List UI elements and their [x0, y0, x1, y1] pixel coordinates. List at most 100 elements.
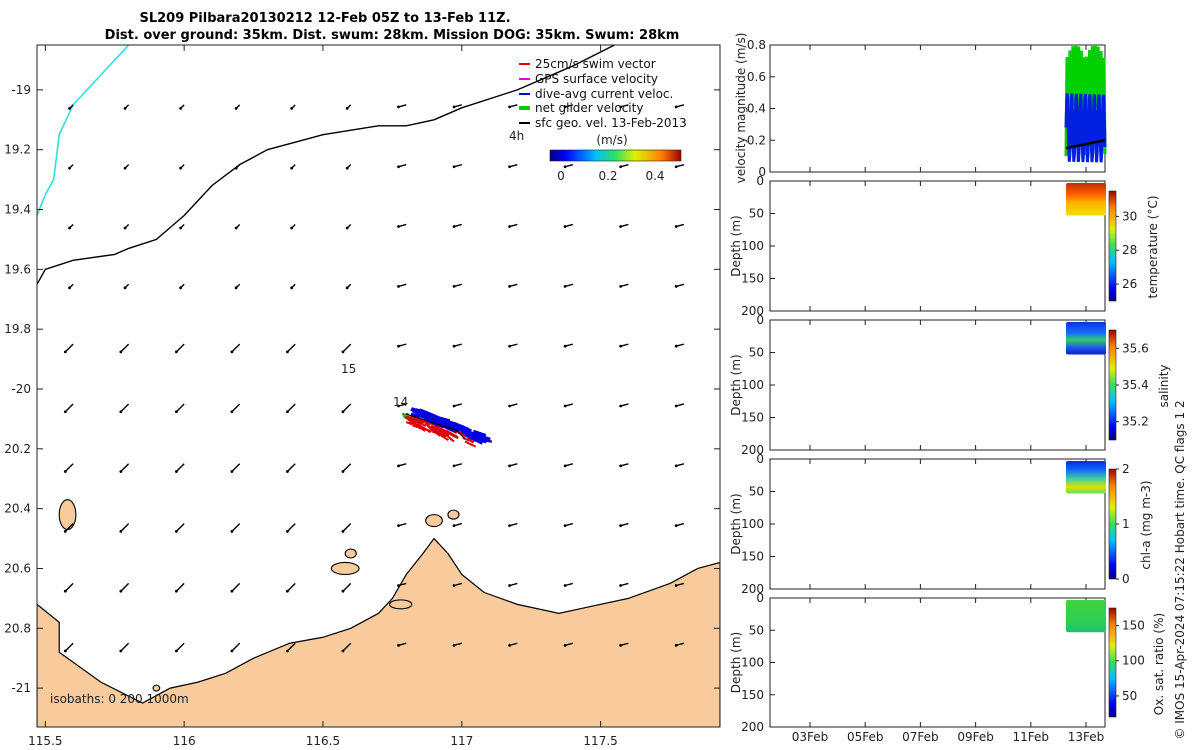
geo-velocity-arrowhead — [119, 589, 123, 593]
salinity-panel — [769, 319, 1106, 451]
velocity-ylabel: velocity magnitude (m/s) — [734, 33, 748, 184]
glider-track — [405, 413, 466, 440]
map-ytick-label: 19.8 — [4, 322, 31, 336]
island — [330, 561, 360, 575]
geo-velocity-arrowhead — [508, 284, 511, 288]
geo-velocity-arrowhead — [452, 165, 456, 169]
geo-velocity-arrowhead — [341, 350, 345, 354]
geo-velocity-arrowhead — [674, 344, 678, 348]
depth-tick-label: 0 — [756, 174, 764, 188]
speed-colorbar-tick-04: 0.4 — [645, 169, 664, 183]
map-xtick-label: 117.5 — [583, 734, 617, 748]
temperature-colorbar-label: temperature (°C) — [1146, 196, 1160, 299]
chla-colorbar-tick: 2 — [1122, 462, 1130, 476]
velocity-ytick-label: 0.8 — [747, 38, 766, 52]
depth-tick-label: 200 — [741, 720, 764, 734]
geo-velocity-arrowhead — [234, 226, 238, 230]
geo-velocity-arrow — [175, 463, 185, 473]
geo-velocity-arrowhead — [286, 589, 289, 593]
geo-velocity-arrowhead — [397, 464, 400, 468]
map-ytick-label: -20 — [11, 382, 31, 396]
island — [447, 509, 460, 520]
geo-velocity-arrowhead — [397, 643, 400, 647]
geo-velocity-arrowhead — [345, 166, 349, 170]
velocity-ytick-label: 0.2 — [747, 133, 766, 147]
geo-velocity-arrowhead — [674, 284, 678, 288]
depth-tick-label: 100 — [741, 517, 764, 531]
time-tick-label: 11Feb — [1013, 730, 1050, 744]
depth-tick-label: 150 — [741, 688, 764, 702]
map-ytick-label: 20.8 — [4, 621, 31, 635]
geo-velocity-arrowhead — [674, 105, 678, 109]
geo-velocity-arrow — [342, 403, 352, 413]
geo-velocity-arrow — [342, 463, 352, 473]
geo-velocity-arrowhead — [619, 105, 623, 109]
geo-velocity-arrowhead — [674, 225, 678, 228]
geo-velocity-arrowhead — [397, 165, 400, 169]
temperature-colorbar-tick: 26 — [1122, 277, 1137, 291]
geo-velocity-arrow — [175, 403, 185, 413]
geo-velocity-arrowhead — [508, 643, 511, 647]
map-ytick-label: 19.4 — [4, 203, 31, 217]
geo-velocity-arrow — [231, 642, 241, 652]
chla-data-block — [1066, 461, 1106, 494]
depth-ylabel: Depth (m) — [729, 632, 743, 693]
geo-velocity-arrowhead — [563, 524, 567, 528]
geo-velocity-arrowhead — [179, 226, 183, 230]
geo-velocity-arrowhead — [174, 350, 178, 354]
chla-colorbar-tick: 0 — [1122, 572, 1130, 586]
geo-velocity-arrow — [175, 582, 185, 592]
depth-tick-label: 100 — [741, 378, 764, 392]
depth-tick-label: 50 — [749, 207, 764, 221]
isobaths-note: isobaths: 0 200 1000m — [50, 692, 189, 706]
geo-velocity-arrowhead — [397, 404, 400, 408]
geo-velocity-arrowhead — [563, 404, 567, 408]
velocity-geo-series — [1065, 139, 1106, 150]
velocity-current-series — [1064, 93, 1107, 163]
depth-tick-label: 100 — [741, 656, 764, 670]
map-ytick-label: -21 — [11, 681, 31, 695]
geo-velocity-arrowhead — [563, 284, 567, 288]
swim-vector — [405, 421, 413, 426]
chla-colorbar — [1108, 468, 1117, 580]
geo-velocity-arrowhead — [63, 350, 67, 354]
geo-velocity-arrow — [342, 582, 352, 592]
geo-velocity-arrowhead — [345, 286, 349, 290]
velocity-ytick-label: 0.6 — [747, 70, 766, 84]
salinity-data-block — [1066, 322, 1106, 355]
geo-velocity-arrowhead — [397, 584, 400, 587]
geo-velocity-arrow — [64, 523, 74, 532]
legend-dive-avg-current: dive-avg current veloc. — [535, 87, 673, 101]
salinity-colorbar-tick: 35.6 — [1122, 341, 1149, 355]
speed-colorbar-tick-0: 0 — [557, 169, 565, 183]
velocity-ytick-label: 0 — [758, 165, 766, 179]
geo-velocity-arrowhead — [452, 284, 456, 288]
depth-tick-label: 200 — [741, 582, 764, 596]
geo-velocity-arrowhead — [619, 404, 623, 408]
map-xtick-label: 116 — [173, 734, 196, 748]
coast-land — [37, 537, 720, 727]
island — [152, 684, 161, 692]
oxygen-colorbar-tick: 150 — [1122, 619, 1145, 633]
geo-velocity-arrowhead — [341, 529, 345, 533]
salinity-colorbar-tick: 35.2 — [1122, 415, 1149, 429]
chla-colorbar-tick: 1 — [1122, 517, 1130, 531]
geo-velocity-arrowhead — [397, 225, 400, 228]
map-ytick-label: 19.6 — [4, 262, 31, 276]
velocity-net-series — [1064, 44, 1107, 157]
geo-velocity-arrowhead — [286, 350, 289, 354]
geo-velocity-arrow — [231, 343, 241, 353]
depth-ylabel: Depth (m) — [729, 215, 743, 276]
geo-velocity-arrowhead — [341, 589, 345, 593]
geo-velocity-arrowhead — [234, 106, 238, 110]
speed-colorbar-tick-02: 0.2 — [598, 169, 617, 183]
geo-velocity-arrowhead — [286, 649, 289, 653]
geo-velocity-arrowhead — [174, 410, 178, 414]
geo-velocity-arrowhead — [68, 106, 71, 110]
geo-velocity-arrowhead — [397, 284, 400, 288]
depth-tick-label: 200 — [741, 443, 764, 457]
swim-vector — [432, 426, 444, 432]
geo-velocity-arrowhead — [174, 589, 178, 593]
geo-velocity-arrowhead — [230, 529, 234, 533]
